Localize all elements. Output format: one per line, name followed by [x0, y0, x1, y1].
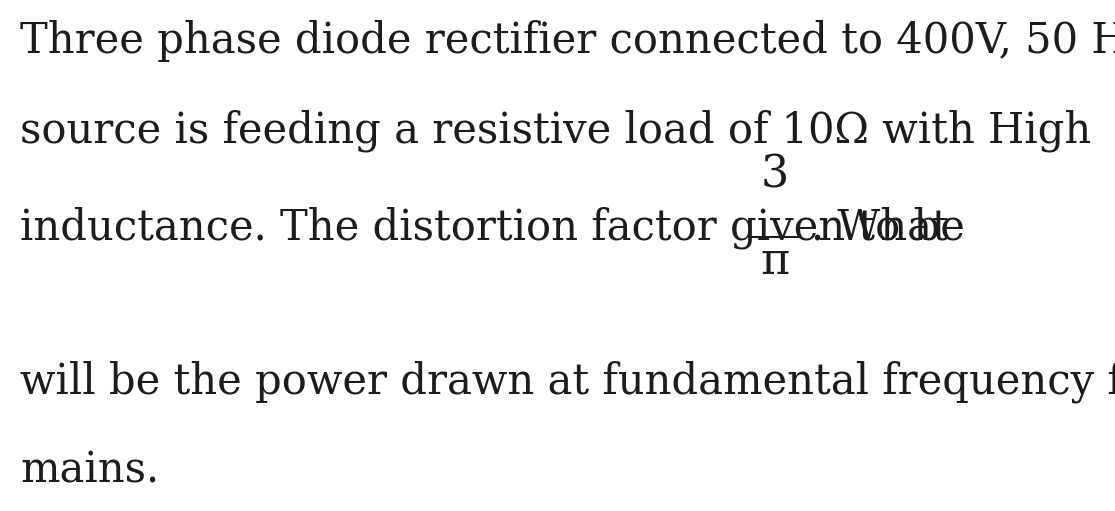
Text: π: π: [760, 240, 789, 283]
Text: . What: . What: [811, 206, 949, 248]
Text: mains.: mains.: [20, 450, 159, 492]
Text: Three phase diode rectifier connected to 400V, 50 Hz: Three phase diode rectifier connected to…: [20, 20, 1115, 62]
Text: inductance. The distortion factor given to be: inductance. The distortion factor given …: [20, 206, 964, 249]
Text: will be the power drawn at fundamental frequency from: will be the power drawn at fundamental f…: [20, 360, 1115, 403]
Text: source is feeding a resistive load of 10Ω with High: source is feeding a resistive load of 10…: [20, 110, 1092, 152]
Text: 3: 3: [760, 153, 789, 196]
